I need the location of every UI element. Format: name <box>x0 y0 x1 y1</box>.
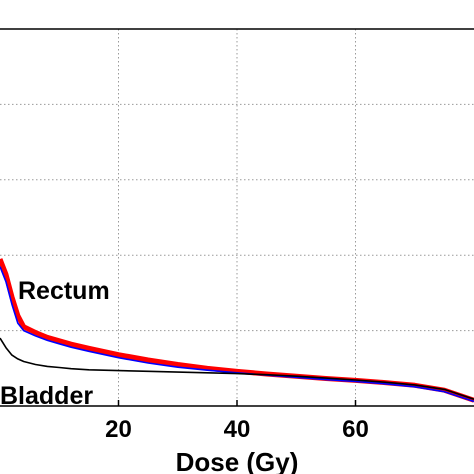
series-line-rectum-1 <box>0 266 474 403</box>
x-tick-label-40: 40 <box>224 416 251 443</box>
x-axis-tick-labels: 20 40 60 <box>105 416 369 443</box>
grid-lines <box>0 29 474 406</box>
bladder-annotation: Bladder <box>0 382 93 410</box>
x-axis-ticks <box>117 400 357 406</box>
series-line-bladder-2 <box>0 337 474 400</box>
x-axis-label: Dose (Gy) <box>176 447 299 474</box>
x-tick-label-20: 20 <box>105 416 132 443</box>
rectum-annotation: Rectum <box>18 277 110 305</box>
x-tick-label-60: 60 <box>342 416 369 443</box>
data-series <box>0 258 474 403</box>
